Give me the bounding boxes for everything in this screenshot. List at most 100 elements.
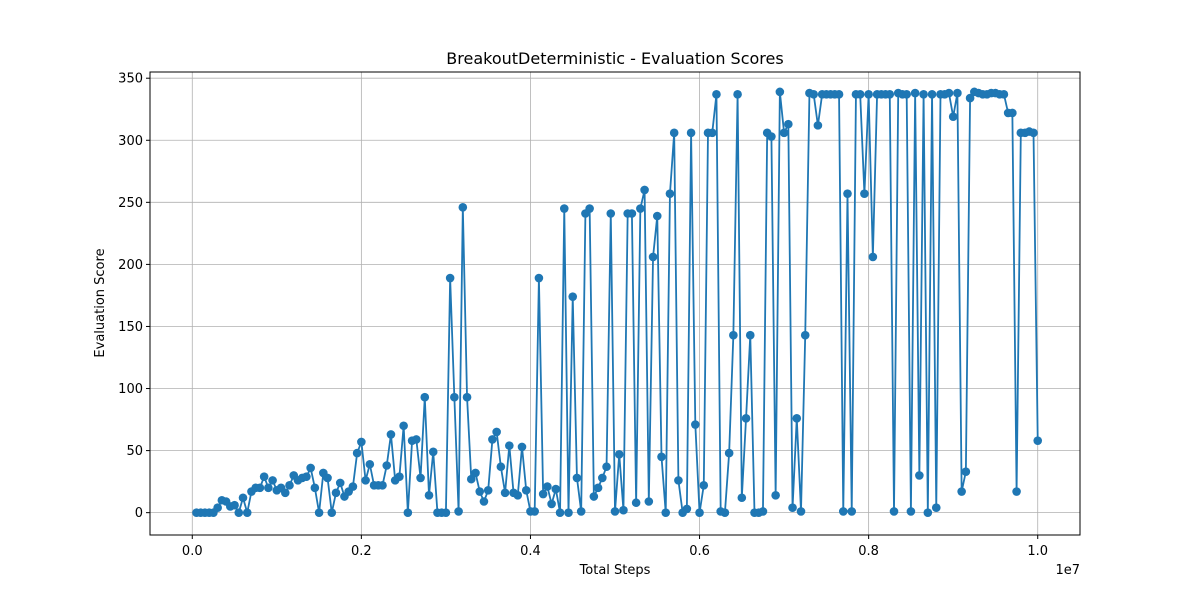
score-point <box>378 481 387 490</box>
score-point <box>483 486 493 495</box>
score-point <box>796 507 806 516</box>
score-point <box>551 484 561 494</box>
score-point <box>521 486 531 495</box>
score-point <box>534 273 544 283</box>
score-point <box>1012 487 1021 496</box>
y-tick-label: 300 <box>118 134 143 149</box>
score-point <box>428 447 438 457</box>
score-point <box>365 459 375 469</box>
score-point <box>707 128 717 138</box>
score-point <box>327 508 337 517</box>
score-point <box>674 476 683 485</box>
score-point <box>466 474 476 484</box>
score-point <box>412 435 421 444</box>
score-point <box>961 467 971 476</box>
score-point <box>652 211 662 221</box>
score-point <box>572 473 582 483</box>
y-axis: 0 50 100 150 200 250 300 350 <box>118 72 150 521</box>
score-point <box>906 507 916 516</box>
score-point <box>280 488 290 498</box>
score-point <box>479 497 489 506</box>
score-point <box>779 128 789 138</box>
score-point <box>238 493 248 503</box>
x-axis-offset-label: 1e7 <box>1055 563 1080 578</box>
score-point <box>855 90 865 99</box>
score-point <box>547 499 556 509</box>
score-point <box>543 482 552 491</box>
score-point <box>268 476 277 485</box>
score-point <box>420 392 430 402</box>
score-point <box>314 508 324 517</box>
score-point <box>775 87 785 97</box>
score-point <box>471 468 480 478</box>
y-tick-label: 0 <box>135 506 143 521</box>
score-point <box>838 507 848 516</box>
score-point <box>999 90 1009 99</box>
score-point <box>614 450 624 459</box>
score-point <box>771 490 780 500</box>
score-point <box>665 189 675 198</box>
score-point <box>1033 436 1043 445</box>
x-tick-label: 0.8 <box>858 544 879 559</box>
score-point <box>915 471 924 480</box>
score-point <box>310 483 320 493</box>
score-point <box>953 88 962 98</box>
score-point <box>834 90 844 99</box>
score-point <box>500 488 510 498</box>
score-point <box>264 483 273 493</box>
y-tick-label: 100 <box>118 382 143 397</box>
score-point <box>606 209 616 218</box>
score-point <box>234 508 244 517</box>
y-tick-label: 150 <box>118 320 143 335</box>
score-point <box>784 119 793 129</box>
score-point <box>242 508 252 517</box>
score-point <box>944 88 954 98</box>
x-tick-label: 0.0 <box>182 544 203 559</box>
score-point <box>788 503 797 512</box>
score-point <box>792 414 802 423</box>
score-point <box>323 473 332 483</box>
chart-title: BreakoutDeterministic - Evaluation Score… <box>446 49 783 68</box>
score-point <box>352 448 362 458</box>
score-point <box>559 204 569 213</box>
score-point <box>965 93 975 103</box>
score-point <box>386 430 396 439</box>
score-point <box>517 442 527 452</box>
score-point <box>285 481 294 490</box>
score-point <box>255 483 265 493</box>
score-point <box>306 463 315 473</box>
score-point <box>885 90 895 99</box>
x-tick-label: 0.6 <box>689 544 710 559</box>
score-series <box>192 87 1043 517</box>
score-point <box>530 507 539 516</box>
score-point <box>1029 128 1038 138</box>
y-tick-label: 50 <box>126 444 143 459</box>
score-point <box>348 482 358 491</box>
score-point <box>800 330 810 340</box>
score-point <box>729 330 738 340</box>
score-point <box>475 487 485 496</box>
score-point <box>1008 108 1017 118</box>
score-point <box>758 507 768 516</box>
y-tick-label: 200 <box>118 258 143 273</box>
score-point <box>847 507 857 516</box>
score-point <box>213 503 222 512</box>
score-point <box>576 507 586 516</box>
score-point <box>910 88 920 98</box>
score-point <box>602 462 611 472</box>
score-point <box>657 452 666 462</box>
score-point <box>496 462 506 472</box>
score-point <box>593 483 603 493</box>
score-point <box>230 500 239 510</box>
score-point <box>636 204 645 213</box>
score-point <box>568 292 578 301</box>
score-point <box>889 507 899 516</box>
score-point <box>640 185 649 195</box>
score-point <box>868 252 878 262</box>
score-point <box>927 90 937 99</box>
score-point <box>737 493 747 503</box>
score-point <box>733 90 742 99</box>
grid-lines <box>150 72 1080 535</box>
